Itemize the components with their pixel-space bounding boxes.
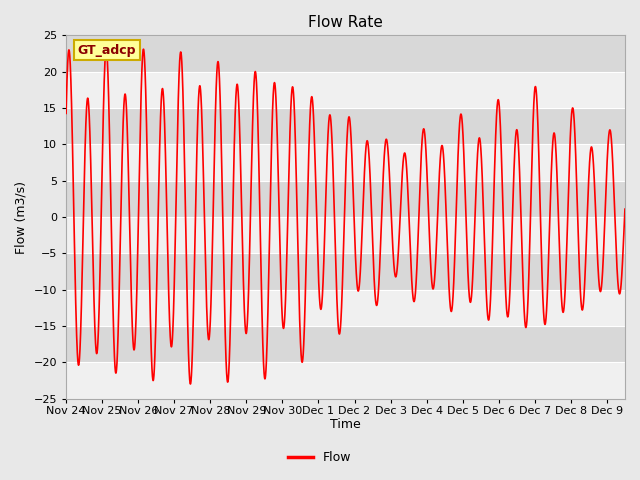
Bar bbox=[66, 180, 625, 217]
Bar bbox=[66, 326, 625, 362]
Y-axis label: Flow (m3/s): Flow (m3/s) bbox=[15, 180, 28, 253]
Bar bbox=[66, 217, 625, 253]
X-axis label: Time: Time bbox=[330, 419, 361, 432]
Bar bbox=[66, 72, 625, 108]
Bar bbox=[66, 108, 625, 144]
Bar bbox=[66, 289, 625, 326]
Title: Flow Rate: Flow Rate bbox=[308, 15, 383, 30]
Legend: Flow: Flow bbox=[284, 446, 356, 469]
Text: GT_adcp: GT_adcp bbox=[77, 44, 136, 57]
Bar bbox=[66, 36, 625, 72]
Bar bbox=[66, 362, 625, 399]
Bar bbox=[66, 253, 625, 289]
Bar bbox=[66, 144, 625, 180]
